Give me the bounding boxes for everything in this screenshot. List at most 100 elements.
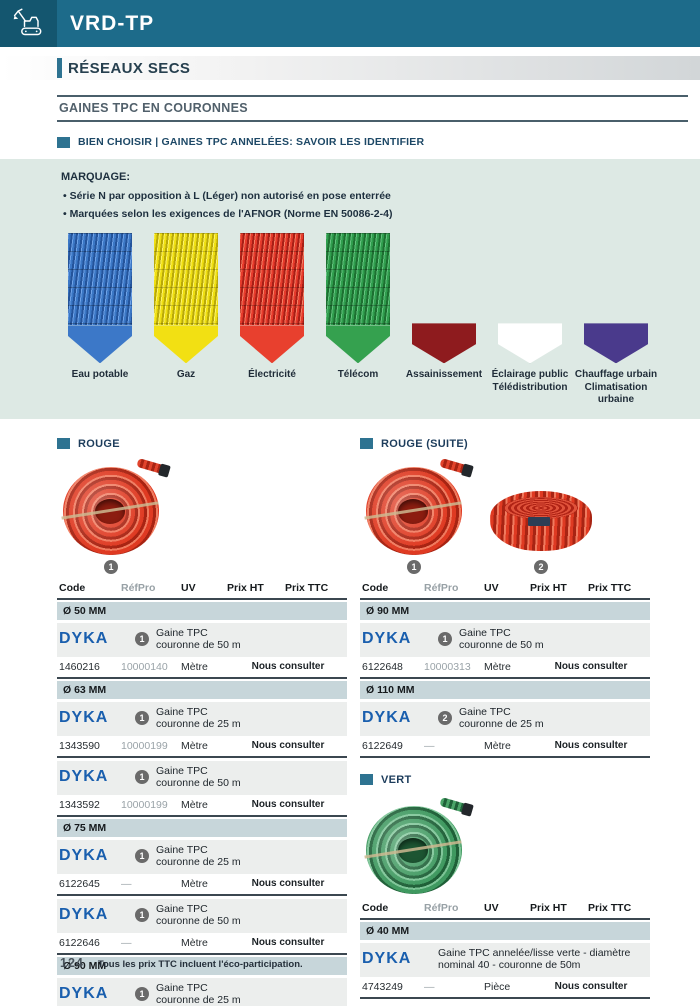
product-row: DYKA 2 Gaine TPC couronne de 25 m	[360, 701, 650, 736]
product-data-row: 6122646 — Mètre Nous consulter	[57, 933, 347, 955]
swatch-label: Eau potable	[71, 369, 129, 381]
product-image-1: 1	[61, 457, 168, 574]
red-coil-side-image	[490, 490, 592, 551]
product-description: Gaine TPC couronne de 25 m	[459, 705, 544, 731]
col-prix-ht: Prix HT	[227, 581, 264, 594]
page-number: 124	[60, 956, 84, 970]
cell-code: 1343590	[59, 739, 100, 752]
flag-darkred	[412, 323, 476, 364]
subsection-heading-block: GAINES TPC EN COURONNES	[57, 95, 688, 122]
product-data-row: 6122648 10000313 Mètre Nous consulter	[360, 657, 650, 679]
product-description: Gaine TPC couronne de 50 m	[459, 626, 544, 652]
cell-code: 1343592	[59, 798, 100, 811]
swatch-label: Électricité	[248, 369, 296, 381]
cell-uv: Mètre	[181, 739, 208, 752]
product-description: Gaine TPC annelée/lisse verte - diamètre…	[438, 946, 631, 972]
guide-heading-row: BIEN CHOISIR | GAINES TPC ANNELÉES: SAVO…	[57, 136, 700, 148]
product-row: DYKA 1 Gaine TPC couronne de 50 m	[57, 760, 347, 795]
product-row: DYKA Gaine TPC annelée/lisse verte - dia…	[360, 942, 650, 977]
product-description: Gaine TPC couronne de 25 m	[156, 981, 241, 1006]
cell-price: Nous consulter	[251, 661, 325, 673]
cell-code: 6122645	[59, 877, 100, 890]
brand-logo: DYKA	[59, 768, 109, 786]
swatch-assainissement: Assainissement	[401, 231, 487, 407]
col-code: Code	[362, 901, 389, 914]
col-refpro: RéfPro	[424, 581, 459, 594]
cell-refpro: 10000313	[424, 660, 471, 673]
red-coil-image	[61, 457, 168, 555]
product-badge: 1	[135, 987, 149, 1002]
table-header: Code RéfPro UV Prix HT Prix TTC	[57, 580, 347, 600]
brand-logo: DYKA	[59, 985, 109, 1003]
size-band: Ø 90 MM	[360, 601, 650, 620]
product-badge: 1	[135, 711, 149, 726]
product-badge: 1	[438, 632, 452, 647]
product-data-row: 1460216 10000140 Mètre Nous consulter	[57, 657, 347, 679]
vert-title: VERT	[381, 773, 412, 786]
square-bullet-icon	[57, 136, 70, 148]
brand-logo: DYKA	[362, 709, 412, 727]
swatch-label: Télécom	[337, 369, 379, 381]
brand-logo: DYKA	[59, 630, 109, 648]
product-row: DYKA 1 Gaine TPC couronne de 25 m	[57, 701, 347, 736]
rouge-suite-title: ROUGE (SUITE)	[381, 437, 469, 450]
table-header: Code RéfPro UV Prix HT Prix TTC	[360, 900, 650, 920]
square-bullet-icon	[360, 774, 373, 786]
image-number-badge: 1	[104, 559, 118, 574]
product-row: DYKA 1 Gaine TPC couronne de 50 m	[57, 622, 347, 657]
page-title: VRD-TP	[70, 11, 155, 35]
swatch-label: Chauffage urbain Climatisation urbaine	[574, 369, 658, 406]
cell-refpro: —	[424, 739, 435, 752]
swatch-gaz: Gaz	[143, 231, 229, 407]
accent-bar	[57, 58, 62, 78]
swatch-label: Éclairage public Télédistribution	[491, 369, 569, 393]
brand-logo: DYKA	[59, 906, 109, 924]
brand-logo: DYKA	[362, 630, 412, 648]
cell-refpro: 10000140	[121, 660, 168, 673]
product-columns: ROUGE 1 Code RéfPro UV Prix HT Prix TTC …	[0, 419, 700, 1006]
image-number-badge: 2	[534, 559, 548, 574]
product-image	[364, 796, 471, 894]
image-number-badge: 1	[407, 559, 421, 574]
rouge-title-row: ROUGE	[57, 438, 347, 450]
product-data-row: 4743249 — Pièce Nous consulter	[360, 977, 650, 999]
product-data-row: 1343592 10000199 Mètre Nous consulter	[57, 795, 347, 817]
marquage-bullet-list: Série N par opposition à L (Léger) non a…	[57, 189, 660, 221]
logo-box	[0, 0, 57, 47]
brand-logo: DYKA	[362, 950, 412, 968]
cell-code: 1460216	[59, 660, 100, 673]
marquage-title: MARQUAGE:	[61, 171, 131, 183]
size-band: Ø 63 MM	[57, 680, 347, 699]
swatch-eclairage-public: Éclairage public Télédistribution	[487, 231, 573, 407]
col-uv: UV	[181, 581, 196, 594]
product-row: DYKA 1 Gaine TPC couronne de 25 m	[57, 977, 347, 1006]
vert-product-images	[360, 794, 650, 894]
cell-refpro: —	[424, 980, 435, 993]
square-bullet-icon	[57, 438, 70, 450]
size-band: Ø 40 MM	[360, 921, 650, 940]
pipe-texture-red	[240, 233, 304, 326]
swatch-label: Gaz	[176, 369, 196, 381]
cell-refpro: —	[121, 936, 132, 949]
cell-price: Nous consulter	[251, 799, 325, 811]
section-band: RÉSEAUX SECS	[0, 56, 700, 80]
cell-price: Nous consulter	[251, 878, 325, 890]
col-refpro: RéfPro	[121, 581, 156, 594]
pennant-green	[326, 325, 390, 364]
rouge-product-images: 1	[57, 457, 347, 574]
product-data-row: 6122649 — Mètre Nous consulter	[360, 736, 650, 758]
cell-uv: Mètre	[484, 660, 511, 673]
top-header-bar: VRD-TP	[0, 0, 700, 47]
guide-title: BIEN CHOISIR | GAINES TPC ANNELÉES: SAVO…	[78, 136, 425, 148]
col-code: Code	[59, 581, 86, 594]
col-prix-ttc: Prix TTC	[285, 581, 329, 594]
swatch-eau-potable: Eau potable	[57, 231, 143, 407]
column-rouge: ROUGE 1 Code RéfPro UV Prix HT Prix TTC …	[57, 434, 347, 1006]
col-prix-ht: Prix HT	[530, 901, 567, 914]
col-prix-ttc: Prix TTC	[588, 901, 632, 914]
cell-refpro: 10000199	[121, 739, 168, 752]
product-badge: 2	[438, 711, 452, 726]
product-description: Gaine TPC couronne de 25 m	[156, 843, 241, 869]
rouge-suite-product-images: 1 2	[360, 457, 650, 574]
product-badge: 1	[135, 770, 149, 785]
